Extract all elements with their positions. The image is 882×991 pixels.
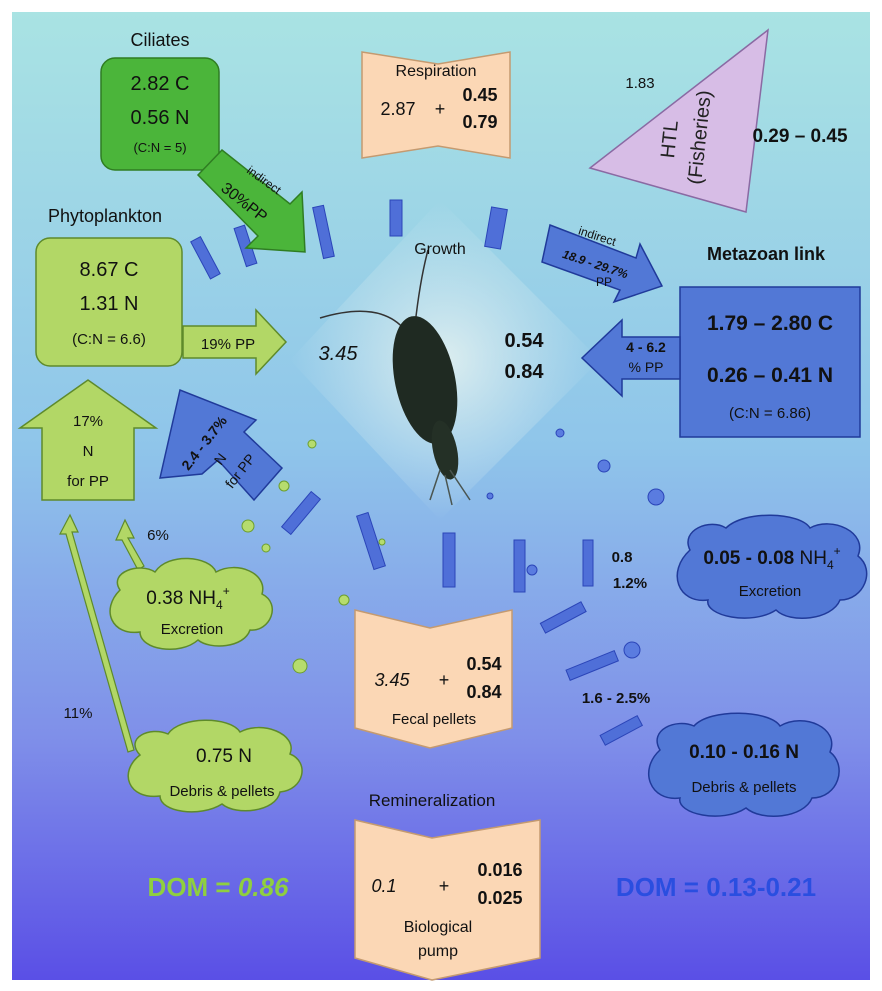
flow-bars <box>190 199 644 746</box>
flow-11-pct: 11% <box>64 705 93 722</box>
biological-pump-label-2: pump <box>418 943 458 960</box>
phytoplankton-cn-ratio: (C:N = 6.6) <box>72 331 146 348</box>
respiration-carbon: 2.87 <box>380 99 415 119</box>
metazoan-out-pct: 4 - 6.2 <box>626 339 666 355</box>
phytoplankton-nitrogen: 1.31 N <box>80 293 139 315</box>
flow-6-pct: 6% <box>147 527 169 544</box>
green-excretion-label: Excretion <box>161 621 224 638</box>
excretion-pct-bottom: 1.2% <box>613 575 647 592</box>
fecal-plus: + <box>439 670 450 690</box>
blue-excretion-label: Excretion <box>739 583 802 600</box>
fecal-value-top: 0.54 <box>466 654 501 674</box>
ciliates-nitrogen: 0.56 N <box>131 107 190 129</box>
bubbles <box>241 428 665 674</box>
remineralization-plus: + <box>439 876 450 896</box>
ciliates-cn-ratio: (C:N = 5) <box>133 140 186 155</box>
blue-debris-value: 0.10 - 0.16 N <box>689 742 799 763</box>
fecal-value-bottom: 0.84 <box>466 682 501 702</box>
respiration-box <box>361 51 511 159</box>
htl-label: HTL <box>657 119 683 159</box>
phytoplankton-arrow-label: 19% PP <box>201 336 255 353</box>
remineralization-carbon: 0.1 <box>371 876 396 896</box>
fecal-carbon: 3.45 <box>374 670 410 690</box>
excretion-pct-top: 0.8 <box>612 549 633 566</box>
green-debris-label: Debris & pellets <box>169 783 274 800</box>
fecal-pellets-box <box>354 609 513 749</box>
ciliates-box <box>100 57 220 171</box>
respiration-value-top: 0.45 <box>462 85 497 105</box>
growth-carbon: 3.45 <box>319 343 359 365</box>
blue-excretion-value: 0.05 - 0.08 NH4+ <box>703 544 840 572</box>
blue-excretion-cloud <box>676 514 868 620</box>
green-excretion-cloud <box>109 557 273 651</box>
phytoplankton-title: Phytoplankton <box>48 206 162 226</box>
blue-debris-label: Debris & pellets <box>691 779 796 796</box>
remineralization-title: Remineralization <box>369 791 496 810</box>
metazoan-carbon: 1.79 – 2.80 C <box>707 312 833 335</box>
metazoan-in-arrow <box>541 223 664 304</box>
debris-pct: 1.6 - 2.5% <box>582 690 650 707</box>
remineralization-box <box>354 819 541 981</box>
green-n-for-pp-arrow <box>17 379 159 501</box>
blue-debris-cloud <box>648 712 840 818</box>
dom-green: DOM = 0.86 <box>148 872 289 902</box>
remineralization-value-top: 0.016 <box>477 860 522 880</box>
phytoplankton-carbon: 8.67 C <box>80 259 139 281</box>
phytoplankton-box <box>35 237 183 367</box>
ciliates-title: Ciliates <box>130 30 189 50</box>
remineralization-value-bottom: 0.025 <box>477 888 522 908</box>
metazoan-cn-ratio: (C:N = 6.86) <box>729 405 811 422</box>
phytoplankton-arrow <box>182 308 288 376</box>
green-debris-cloud <box>127 719 303 813</box>
metazoan-nitrogen: 0.26 – 0.41 N <box>707 364 833 387</box>
green-n-for-pp-pct: 17% <box>73 413 103 430</box>
green-n-for-pp-label: for PP <box>67 473 109 490</box>
growth-value-top: 0.54 <box>505 330 545 352</box>
fecal-label: Fecal pellets <box>392 711 476 728</box>
copepod-image <box>319 249 471 506</box>
htl-value-carbon: 1.83 <box>625 75 654 92</box>
green-debris-value: 0.75 N <box>196 746 252 767</box>
metazoan-in-pp: PP <box>596 275 612 289</box>
growth-value-bottom: 0.84 <box>505 361 545 383</box>
green-n-for-pp-n: N <box>83 443 94 460</box>
blue-n-for-pp-arrow <box>159 388 284 502</box>
respiration-plus: + <box>435 99 446 119</box>
ciliates-arrow <box>196 148 306 253</box>
ciliates-carbon: 2.82 C <box>131 73 190 95</box>
green-excretion-value: 0.38 NH4+ <box>146 584 229 612</box>
htl-value-nitrogen: 0.29 – 0.45 <box>752 126 848 147</box>
metazoan-box <box>679 286 861 438</box>
htl-triangle <box>588 28 769 213</box>
dom-blue: DOM = 0.13-0.21 <box>616 872 816 902</box>
metazoan-title: Metazoan link <box>707 244 826 264</box>
growth-label: Growth <box>414 241 466 258</box>
metazoan-out-arrow <box>580 318 681 398</box>
metazoan-out-pp: % PP <box>628 359 663 375</box>
biological-pump-label-1: Biological <box>404 919 472 936</box>
respiration-title: Respiration <box>396 63 477 80</box>
respiration-value-bottom: 0.79 <box>462 112 497 132</box>
